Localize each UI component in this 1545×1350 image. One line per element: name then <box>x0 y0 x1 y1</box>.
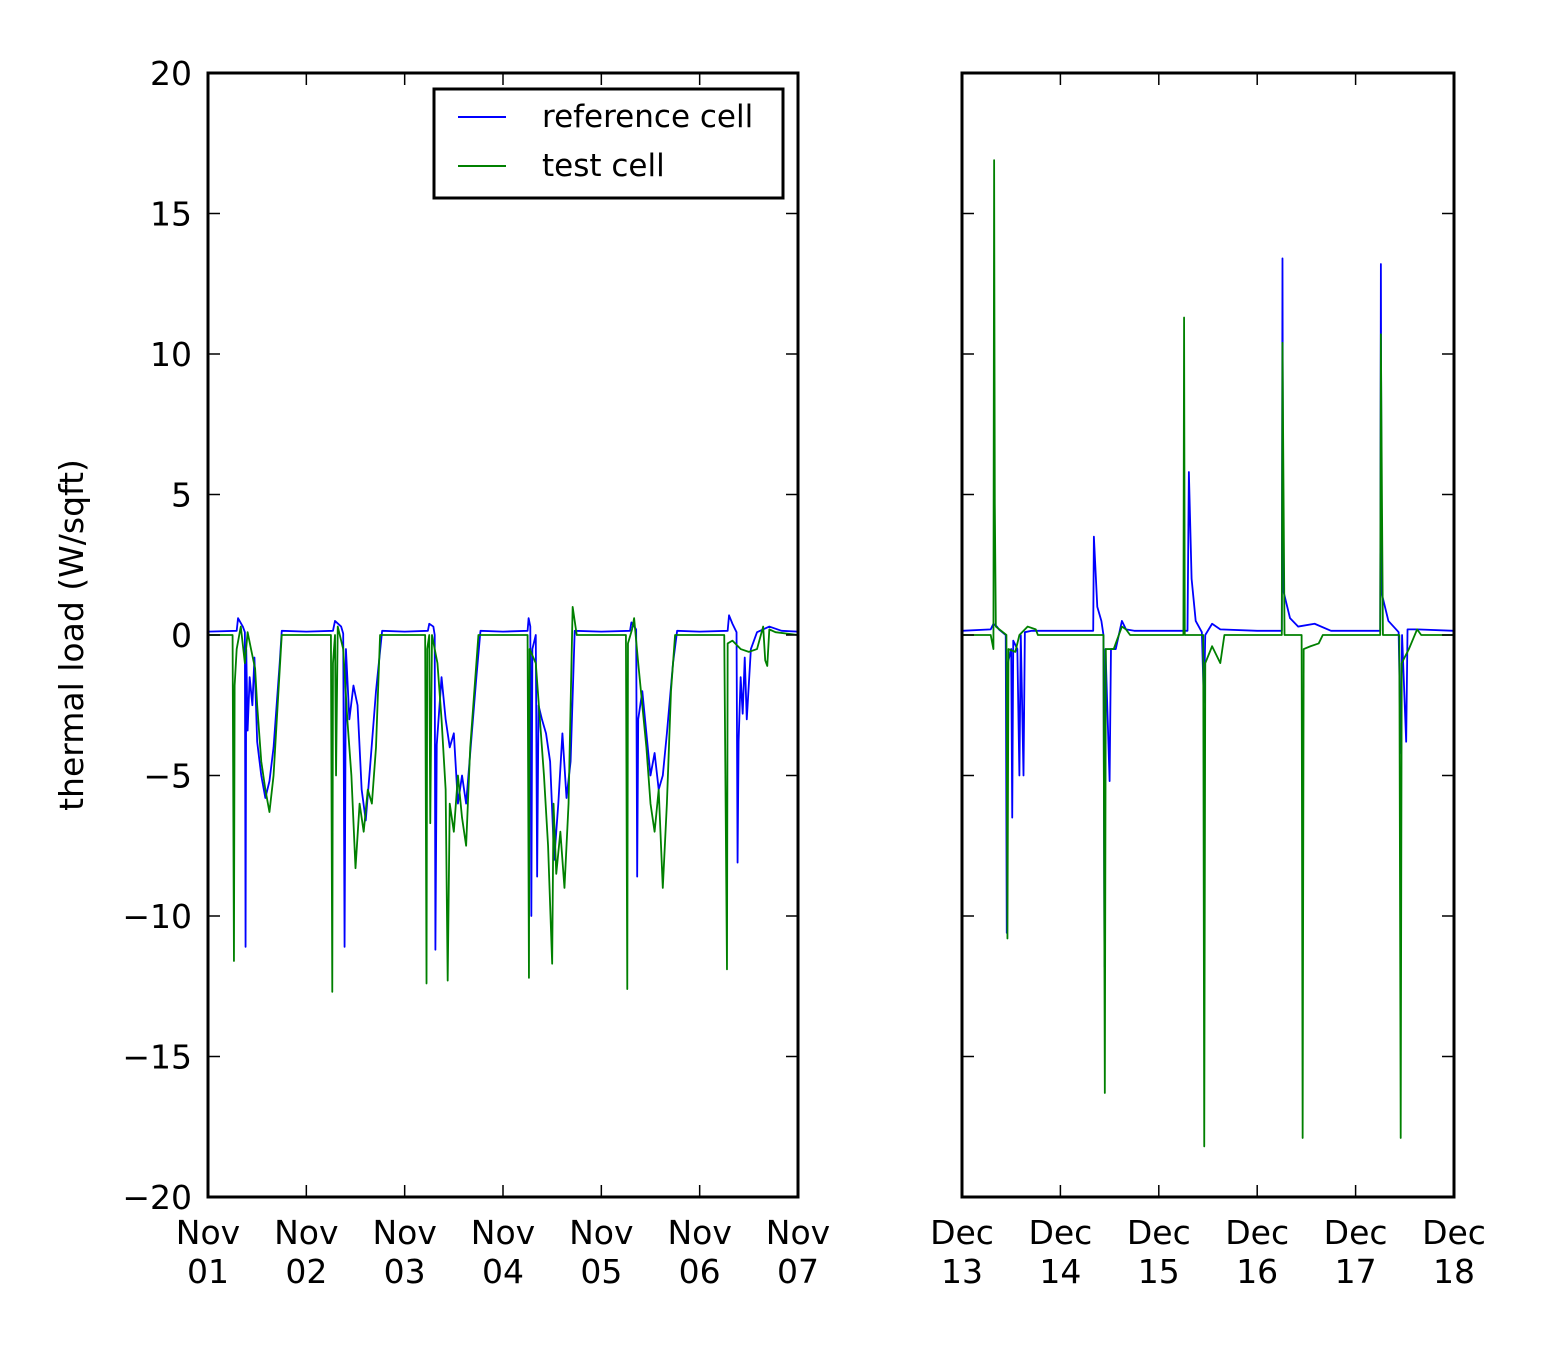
y-tick-label: 20 <box>150 54 192 93</box>
y-axis-label: thermal load (W/sqft) <box>52 459 91 811</box>
x-tick-label-month: Dec <box>1422 1213 1486 1252</box>
series-group <box>962 159 1454 1148</box>
x-tick-label-month: Nov <box>667 1213 731 1252</box>
x-tick-label-day: 07 <box>777 1252 819 1291</box>
y-tick-label: 10 <box>150 335 192 374</box>
x-tick-label-month: Dec <box>1028 1213 1092 1252</box>
legend: reference cell test cell <box>432 87 785 200</box>
y-tick-label: 0 <box>171 616 192 655</box>
x-tick-label-day: 05 <box>580 1252 622 1291</box>
y-tick-label: −10 <box>122 897 192 936</box>
series-line-test-cell <box>208 606 798 993</box>
left-plot-area: 20151050−5−10−15−20Nov01Nov02Nov03Nov04N… <box>122 54 830 1291</box>
x-tick-label-month: Nov <box>471 1213 535 1252</box>
x-tick-label-day: 06 <box>679 1252 721 1291</box>
x-tick-label-day: 14 <box>1039 1252 1081 1291</box>
x-tick-label-month: Nov <box>569 1213 633 1252</box>
x-tick-label-day: 18 <box>1433 1252 1475 1291</box>
y-tick-label: −5 <box>143 757 192 796</box>
x-tick-label-month: Nov <box>176 1213 240 1252</box>
series-group <box>208 606 798 993</box>
x-tick-label-day: 17 <box>1335 1252 1377 1291</box>
x-tick-label-day: 04 <box>482 1252 524 1291</box>
series-line-test-cell <box>962 159 1454 1148</box>
x-tick-label-month: Dec <box>1127 1213 1191 1252</box>
x-tick-label-month: Dec <box>1324 1213 1388 1252</box>
legend-label: test cell <box>542 148 665 184</box>
x-tick-label-month: Dec <box>930 1213 994 1252</box>
y-tick-label: −15 <box>122 1038 192 1077</box>
x-tick-label-day: 01 <box>187 1252 229 1291</box>
x-tick-label-day: 15 <box>1138 1252 1180 1291</box>
legend-label: reference cell <box>542 99 753 135</box>
x-tick-label-month: Nov <box>372 1213 436 1252</box>
y-tick-label: 15 <box>150 195 192 234</box>
y-tick-label: −20 <box>122 1178 192 1217</box>
x-tick-label-month: Nov <box>274 1213 338 1252</box>
y-tick-label: 5 <box>171 476 192 515</box>
x-tick-label-month: Dec <box>1225 1213 1289 1252</box>
legend-box <box>432 87 785 200</box>
x-tick-label-day: 02 <box>285 1252 327 1291</box>
x-tick-label-month: Nov <box>766 1213 830 1252</box>
x-tick-label-day: 13 <box>941 1252 983 1291</box>
x-tick-label-day: 03 <box>384 1252 426 1291</box>
x-tick-label-day: 16 <box>1236 1252 1278 1291</box>
